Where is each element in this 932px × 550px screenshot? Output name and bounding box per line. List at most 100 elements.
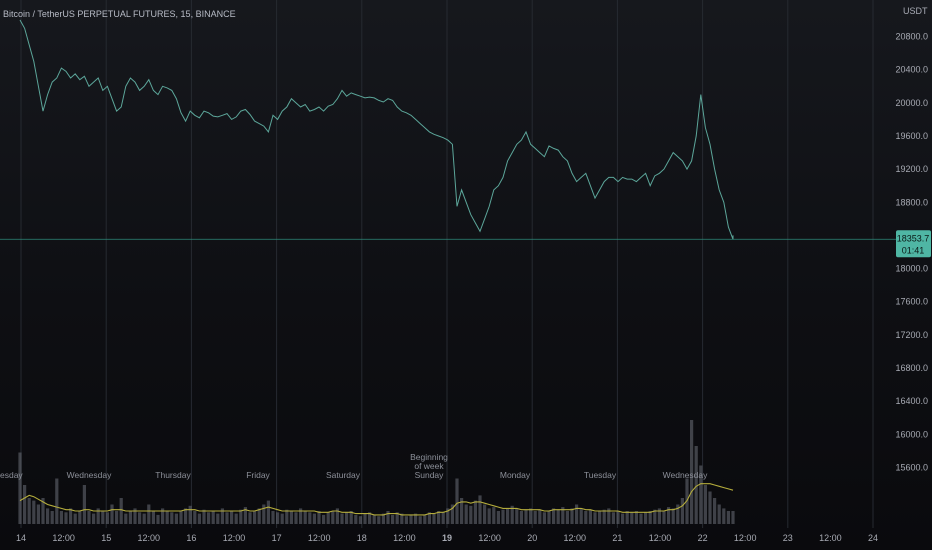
volume-bar bbox=[690, 420, 694, 524]
volume-bar bbox=[588, 509, 592, 524]
day-annotation-label: Wednesday bbox=[67, 470, 112, 480]
x-tick-label: 18 bbox=[357, 533, 367, 543]
volume-bar bbox=[634, 511, 638, 524]
volume-bar bbox=[110, 504, 114, 524]
volume-bar bbox=[73, 513, 77, 524]
volume-bar bbox=[193, 511, 197, 524]
volume-bar bbox=[59, 511, 63, 524]
x-tick-label: 16 bbox=[186, 533, 196, 543]
volume-bar bbox=[225, 512, 229, 524]
volume-bar bbox=[322, 514, 326, 524]
volume-bar bbox=[165, 511, 169, 524]
y-tick-label: 19200.0 bbox=[895, 164, 928, 174]
symbol-title[interactable]: Bitcoin / TetherUS PERPETUAL FUTURES, 15… bbox=[3, 9, 236, 19]
volume-bar bbox=[197, 513, 201, 524]
volume-bar bbox=[289, 511, 293, 524]
volume-bar bbox=[575, 504, 579, 524]
volume-bar bbox=[377, 516, 381, 524]
volume-bar bbox=[358, 516, 362, 524]
x-tick-label: 12:00 bbox=[564, 533, 587, 543]
volume-bar bbox=[648, 511, 652, 524]
volume-bar bbox=[128, 511, 132, 524]
volume-bar bbox=[630, 512, 634, 524]
volume-bar bbox=[303, 511, 307, 524]
volume-bar bbox=[239, 509, 243, 524]
volume-bar bbox=[207, 512, 211, 524]
x-tick-label: 24 bbox=[868, 533, 878, 543]
x-tick-label: 12:00 bbox=[52, 533, 75, 543]
volume-bar bbox=[510, 505, 514, 524]
volume-bar bbox=[285, 509, 289, 524]
day-annotation-label: Wednesday bbox=[663, 470, 708, 480]
volume-bar bbox=[437, 511, 441, 524]
volume-bar bbox=[257, 508, 261, 524]
volume-bar bbox=[372, 514, 376, 524]
volume-bar bbox=[584, 511, 588, 524]
volume-bar bbox=[621, 513, 625, 524]
time-axis[interactable]: 14 12:00 15 12:00 16 12:00 17 12:00 18 12:00 19 12:… bbox=[16, 533, 878, 543]
y-tick-label: 20800.0 bbox=[895, 32, 928, 42]
volume-bar bbox=[671, 508, 675, 524]
volume-bar bbox=[294, 512, 298, 524]
volume-bar bbox=[92, 513, 96, 524]
volume-bar bbox=[423, 514, 427, 524]
day-annotation-label: Tuesday bbox=[584, 470, 617, 480]
volume-bar bbox=[717, 504, 721, 524]
volume-bar bbox=[639, 513, 643, 524]
volume-bar bbox=[36, 504, 40, 524]
volume-bar bbox=[713, 498, 717, 524]
y-tick-label: 16000.0 bbox=[895, 429, 928, 439]
volume-bar bbox=[262, 504, 266, 524]
volume-bar bbox=[349, 511, 353, 524]
volume-average-line bbox=[19, 483, 734, 516]
volume-bar bbox=[161, 508, 165, 524]
y-tick-label: 20000.0 bbox=[895, 98, 928, 108]
x-tick-label: 12:00 bbox=[478, 533, 501, 543]
x-tick-label: 12:00 bbox=[819, 533, 842, 543]
price-series-line bbox=[19, 19, 734, 240]
x-tick-label: 12:00 bbox=[393, 533, 416, 543]
volume-bar bbox=[496, 511, 500, 524]
x-tick-label: 21 bbox=[612, 533, 622, 543]
volume-bar bbox=[722, 508, 726, 524]
volume-bar bbox=[119, 498, 123, 524]
volume-bar bbox=[473, 500, 477, 524]
volume-bar bbox=[18, 452, 22, 524]
day-annotation-label: Saturday bbox=[326, 470, 361, 480]
day-annotation-label: Thursday bbox=[155, 470, 191, 480]
volume-bar bbox=[593, 512, 597, 524]
volume-bar bbox=[460, 498, 464, 524]
volume-bar bbox=[220, 508, 224, 524]
x-tick-label: 19 bbox=[442, 533, 452, 543]
volume-bar bbox=[616, 511, 620, 524]
volume-bar bbox=[565, 511, 569, 524]
y-tick-label: 15600.0 bbox=[895, 462, 928, 472]
volume-bar bbox=[96, 508, 100, 524]
last-price-badge: 18353.7 01:41 bbox=[896, 230, 931, 258]
volume-bar bbox=[386, 511, 390, 524]
volume-bar bbox=[703, 485, 707, 524]
volume-bar bbox=[708, 491, 712, 524]
volume-bar bbox=[450, 504, 454, 524]
volume-bar bbox=[32, 500, 36, 524]
volume-bar bbox=[345, 512, 349, 524]
volume-bar bbox=[354, 514, 358, 524]
volume-bar bbox=[556, 509, 560, 524]
volume-bar bbox=[653, 509, 657, 524]
volume-bar bbox=[542, 512, 546, 524]
volume-bar bbox=[23, 485, 27, 524]
volume-bar bbox=[308, 512, 312, 524]
volume-bar bbox=[248, 512, 252, 524]
volume-bar bbox=[492, 507, 496, 524]
volume-bar bbox=[552, 508, 556, 524]
y-tick-label: 18800.0 bbox=[895, 197, 928, 207]
y-tick-label: 19600.0 bbox=[895, 131, 928, 141]
volume-bar bbox=[427, 512, 431, 524]
volume-bar bbox=[216, 513, 220, 524]
volume-bar bbox=[625, 511, 629, 524]
volume-bar bbox=[78, 511, 82, 524]
volume-bar bbox=[547, 511, 551, 524]
volume-bar bbox=[266, 500, 270, 524]
